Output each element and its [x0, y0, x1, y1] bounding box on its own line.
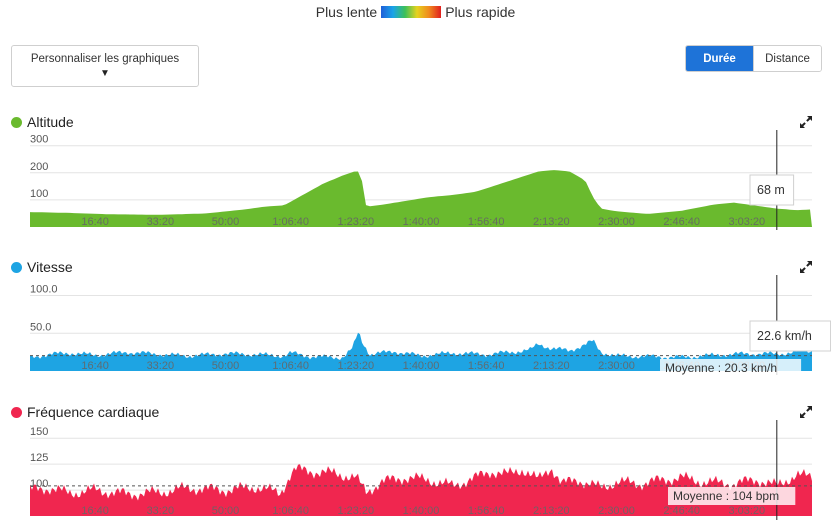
x-tick-label: 1:40:00: [403, 216, 440, 228]
x-tick-label: 2:30:00: [598, 216, 635, 228]
speed-chart-title: Vitesse: [11, 259, 73, 275]
speed-series-dot: [11, 261, 22, 273]
x-tick-label: 16:40: [81, 216, 109, 228]
x-tick-label: 1:23:20: [337, 505, 374, 517]
x-tick-label: 33:20: [147, 216, 175, 228]
altitude-chart-title: Altitude: [11, 114, 74, 130]
x-tick-label: 3:03:20: [728, 216, 765, 228]
x-tick-label: 1:40:00: [403, 360, 440, 372]
x-tick-label: 1:23:20: [337, 216, 374, 228]
series-area: [30, 464, 812, 516]
altitude-chart: 010020030016:4033:2050:001:06:401:23:201…: [30, 130, 812, 230]
x-tick-label: 1:06:40: [272, 505, 309, 517]
x-tick-label: 1:06:40: [272, 216, 309, 228]
altitude-title-text: Altitude: [27, 114, 74, 130]
x-tick-label: 2:30:00: [598, 505, 635, 517]
x-tick-label: 50:00: [212, 505, 240, 517]
heart-rate-chart: 7510012515016:4033:2050:001:06:401:23:20…: [30, 420, 812, 520]
heart-rate-chart-title: Fréquence cardiaque: [11, 404, 159, 420]
x-tick-label: 2:30:00: [598, 360, 635, 372]
x-tick-label: 50:00: [212, 360, 240, 372]
x-tick-label: 50:00: [212, 216, 240, 228]
y-tick-label: 300: [30, 134, 48, 146]
y-tick-label: 100.0: [30, 284, 58, 296]
x-tick-label: 3:03:20: [728, 505, 765, 517]
legend-slow-label: Plus lente: [315, 4, 378, 20]
expand-icon[interactable]: [799, 115, 813, 129]
duration-toggle-button[interactable]: Durée: [686, 46, 753, 71]
speed-gradient-bar: [381, 6, 442, 18]
x-tick-label: 2:46:40: [663, 505, 700, 517]
x-tick-label: 16:40: [81, 360, 109, 372]
y-tick-label: 50.0: [30, 321, 51, 333]
average-label: Moyenne : 104 bpm: [673, 489, 779, 503]
customize-charts-button[interactable]: Personnaliser les graphiques ▼: [11, 45, 199, 87]
heart-rate-series-dot: [11, 406, 22, 418]
distance-toggle-button[interactable]: Distance: [753, 46, 821, 71]
x-tick-label: 1:06:40: [272, 360, 309, 372]
x-tick-label: 2:13:20: [533, 360, 570, 372]
legend-fast-label: Plus rapide: [445, 4, 516, 20]
x-tick-label: 2:13:20: [533, 505, 570, 517]
y-tick-label: 150: [30, 426, 48, 438]
x-tick-label: 1:23:20: [337, 360, 374, 372]
x-tick-label: 1:56:40: [468, 216, 505, 228]
x-tick-label: 2:46:40: [663, 216, 700, 228]
speed-title-text: Vitesse: [27, 259, 73, 275]
x-tick-label: 1:40:00: [403, 505, 440, 517]
y-tick-label: 200: [30, 161, 48, 173]
average-label-box: [668, 487, 796, 505]
cursor-tooltip: [749, 174, 795, 206]
series-area: [30, 170, 812, 227]
x-tick-label: 33:20: [147, 505, 175, 517]
average-label: Moyenne : 20.3 km/h: [665, 361, 777, 375]
speed-chart: 0.050.0100.016:4033:2050:001:06:401:23:2…: [30, 275, 831, 375]
series-area: [30, 332, 812, 371]
heart-rate-title-text: Fréquence cardiaque: [27, 404, 160, 420]
y-tick-label: 125: [30, 452, 48, 464]
y-tick-label: 100: [30, 188, 48, 200]
cursor-tooltip: [749, 320, 831, 352]
speed-color-legend: Plus lente Plus rapide: [0, 4, 831, 20]
expand-icon[interactable]: [799, 405, 813, 419]
x-tick-label: 33:20: [147, 360, 175, 372]
cursor-tooltip-value: 22.6 km/h: [757, 329, 812, 343]
x-tick-label: 1:56:40: [468, 360, 505, 372]
x-tick-label: 2:13:20: [533, 216, 570, 228]
x-tick-label: 1:56:40: [468, 505, 505, 517]
x-axis-mode-toggle: Durée Distance: [685, 45, 822, 72]
average-label-box: [660, 359, 802, 375]
caret-down-icon: ▼: [100, 68, 110, 79]
x-tick-label: 16:40: [81, 505, 109, 517]
customize-charts-label: Personnaliser les graphiques: [30, 53, 180, 65]
expand-icon[interactable]: [799, 260, 813, 274]
cursor-tooltip-value: 68 m: [757, 183, 785, 197]
altitude-series-dot: [11, 116, 22, 128]
